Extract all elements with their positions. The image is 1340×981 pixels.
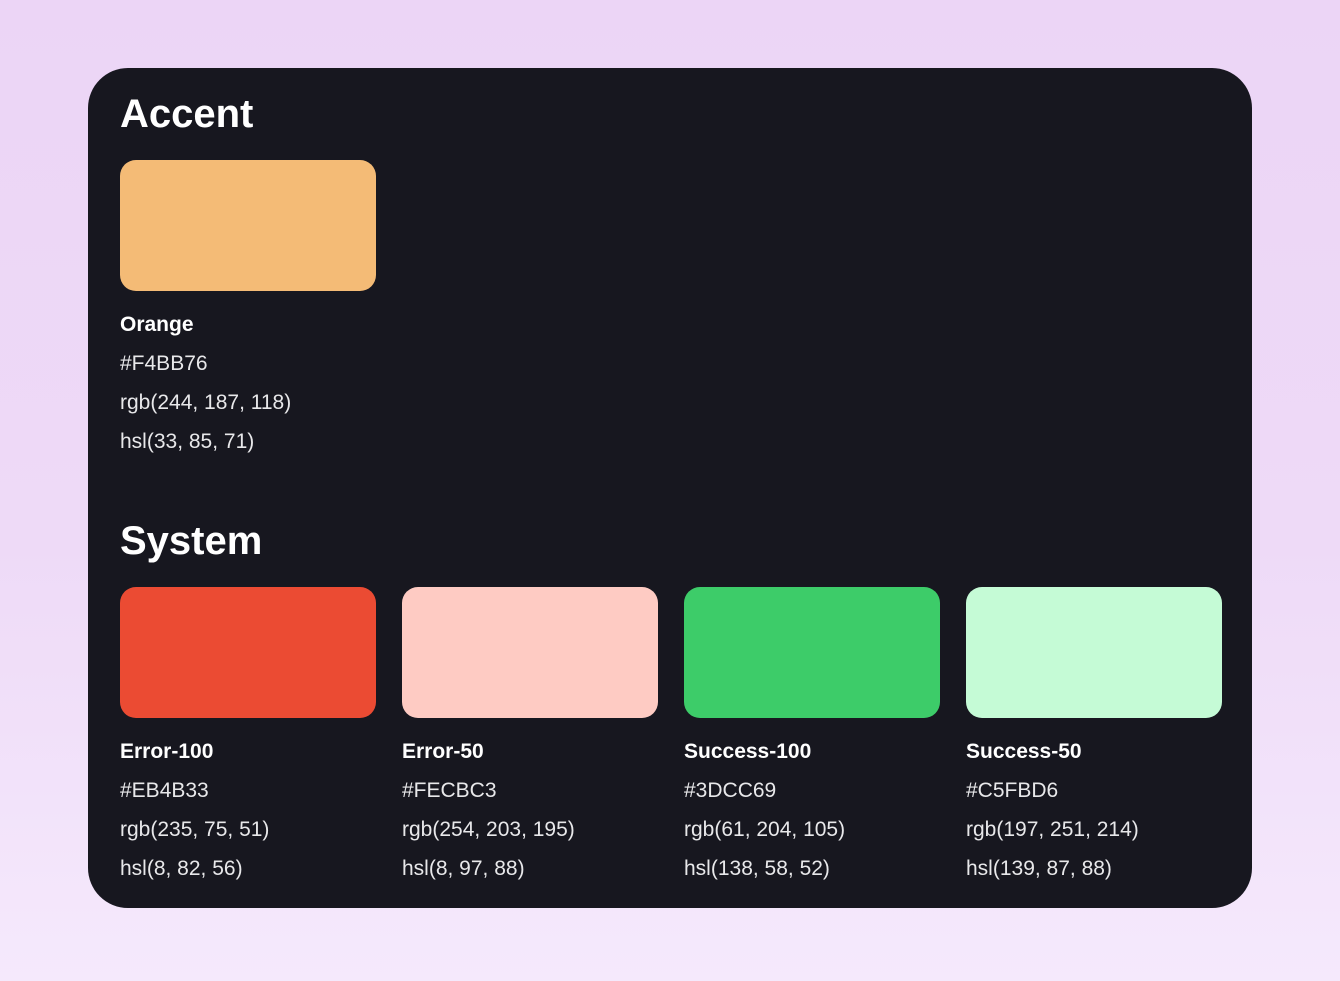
- swatch-rgb-value: rgb(61, 204, 105): [684, 818, 846, 841]
- swatch-hex-value: #F4BB76: [120, 352, 208, 375]
- success-50-color-rect: [966, 587, 1222, 718]
- section-system: System Error-100 #EB4B33 rgb(235, 75, 51…: [120, 517, 1222, 888]
- swatch-hex-value: #C5FBD6: [966, 779, 1059, 802]
- swatch-name: Error-50: [402, 740, 484, 763]
- swatch-error-100: Error-100 #EB4B33 rgb(235, 75, 51) hsl(8…: [120, 587, 376, 888]
- error-50-color-rect: [402, 587, 658, 718]
- palette-card: Accent Orange #F4BB76 rgb(244, 187, 118)…: [88, 68, 1252, 908]
- swatch-hsl-value: hsl(138, 58, 52): [684, 857, 830, 880]
- swatch-rgb-value: rgb(197, 251, 214): [966, 818, 1139, 841]
- swatch-hsl-value: hsl(8, 97, 88): [402, 857, 525, 880]
- swatch-success-50: Success-50 #C5FBD6 rgb(197, 251, 214) hs…: [966, 587, 1222, 888]
- swatch-name: Success-100: [684, 740, 812, 763]
- swatch-error-50: Error-50 #FECBC3 rgb(254, 203, 195) hsl(…: [402, 587, 658, 888]
- accent-swatch-grid: Orange #F4BB76 rgb(244, 187, 118) hsl(33…: [120, 160, 1222, 461]
- section-title-accent: Accent: [120, 92, 254, 136]
- swatch-hsl-value: hsl(33, 85, 71): [120, 430, 255, 453]
- swatch-rgb-value: rgb(244, 187, 118): [120, 391, 292, 414]
- swatch-hex-value: #FECBC3: [402, 779, 497, 802]
- swatch-name: Success-50: [966, 740, 1082, 763]
- section-title-system: System: [120, 519, 263, 563]
- orange-color-rect: [120, 160, 376, 291]
- swatch-rgb-value: rgb(254, 203, 195): [402, 818, 575, 841]
- success-100-color-rect: [684, 587, 940, 718]
- swatch-name: Error-100: [120, 740, 214, 763]
- swatch-success-100: Success-100 #3DCC69 rgb(61, 204, 105) hs…: [684, 587, 940, 888]
- section-accent: Accent Orange #F4BB76 rgb(244, 187, 118)…: [120, 90, 1222, 461]
- swatch-hsl-value: hsl(8, 82, 56): [120, 857, 243, 880]
- swatch-hex-value: #3DCC69: [684, 779, 777, 802]
- swatch-hsl-value: hsl(139, 87, 88): [966, 857, 1112, 880]
- error-100-color-rect: [120, 587, 376, 718]
- swatch-orange: Orange #F4BB76 rgb(244, 187, 118) hsl(33…: [120, 160, 376, 461]
- system-swatch-grid: Error-100 #EB4B33 rgb(235, 75, 51) hsl(8…: [120, 587, 1222, 888]
- swatch-hex-value: #EB4B33: [120, 779, 209, 802]
- swatch-name: Orange: [120, 313, 194, 336]
- swatch-rgb-value: rgb(235, 75, 51): [120, 818, 270, 841]
